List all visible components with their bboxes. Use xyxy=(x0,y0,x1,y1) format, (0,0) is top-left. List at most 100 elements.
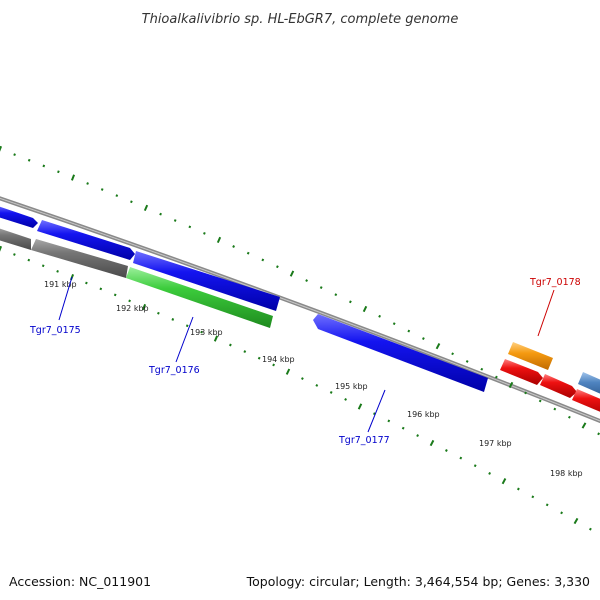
tick-label-192kbp: 192 kbp xyxy=(116,304,149,313)
minor-tick xyxy=(113,293,117,297)
major-tick xyxy=(285,368,291,375)
gene-leader-line xyxy=(58,276,73,321)
feature-track xyxy=(0,205,600,416)
gene-leader-line xyxy=(367,389,386,433)
minor-tick xyxy=(276,265,279,269)
major-tick xyxy=(289,270,295,277)
gene-labels: Tgr7_0175 Tgr7_0176 Tgr7_0177 Tgr7_0178 xyxy=(29,276,581,446)
minor-tick xyxy=(488,471,491,475)
minor-tick xyxy=(257,356,261,360)
major-tick xyxy=(357,403,363,410)
outer-tick-ring xyxy=(0,145,600,436)
gene-leader-line xyxy=(537,289,555,337)
gene-arrow[interactable] xyxy=(500,359,543,385)
minor-tick xyxy=(27,258,31,262)
minor-tick xyxy=(560,511,563,515)
minor-tick xyxy=(171,318,175,321)
minor-tick xyxy=(159,212,162,216)
major-tick xyxy=(581,422,587,429)
minor-tick xyxy=(422,337,425,341)
minor-tick xyxy=(157,311,160,315)
minor-tick xyxy=(407,329,411,333)
minor-tick xyxy=(373,412,376,416)
minor-tick xyxy=(185,324,189,328)
minor-tick xyxy=(128,299,131,303)
accession-label: Accession: NC_011901 xyxy=(9,574,151,589)
minor-tick xyxy=(531,495,535,499)
minor-tick xyxy=(100,188,104,191)
tick-label-196kbp: 196 kbp xyxy=(407,410,440,419)
minor-tick xyxy=(334,293,338,297)
minor-tick xyxy=(301,377,304,380)
major-tick xyxy=(0,145,3,152)
gene-arrow[interactable] xyxy=(37,220,135,260)
minor-tick xyxy=(553,407,557,411)
major-tick xyxy=(141,303,147,311)
minor-tick xyxy=(42,164,46,168)
minor-tick xyxy=(86,182,89,185)
minor-tick xyxy=(305,279,308,282)
tick-label-195kbp: 195 kbp xyxy=(335,382,368,391)
gene-arrow[interactable] xyxy=(126,267,273,328)
minor-tick xyxy=(545,503,549,507)
minor-tick xyxy=(315,384,319,387)
minor-tick xyxy=(451,352,454,356)
position-labels: 191 kbp 192 kbp 193 kbp 194 kbp 195 kbp … xyxy=(44,280,583,478)
minor-tick xyxy=(387,419,391,423)
trna-arrow[interactable] xyxy=(508,342,553,370)
major-tick xyxy=(429,439,435,447)
minor-tick xyxy=(27,158,31,162)
gene-arrow[interactable] xyxy=(0,227,31,250)
gene-arrow[interactable] xyxy=(0,205,38,228)
minor-tick xyxy=(130,200,133,204)
gene-arrow[interactable] xyxy=(133,251,280,311)
minor-tick xyxy=(329,390,333,394)
minor-tick xyxy=(243,350,247,354)
major-tick xyxy=(70,174,76,181)
gene-arrow[interactable] xyxy=(313,314,488,392)
minor-tick xyxy=(459,456,463,460)
minor-tick xyxy=(597,432,600,436)
gene-arrow[interactable] xyxy=(540,374,577,398)
minor-tick xyxy=(99,287,103,291)
minor-tick xyxy=(203,232,206,235)
major-tick xyxy=(573,517,579,525)
minor-tick xyxy=(115,194,119,197)
major-tick xyxy=(501,478,507,485)
gene-arrow[interactable] xyxy=(578,372,600,398)
major-tick xyxy=(508,381,514,389)
minor-tick xyxy=(416,434,419,438)
minor-tick xyxy=(517,487,520,491)
major-tick xyxy=(435,343,441,350)
minor-tick xyxy=(465,360,469,363)
minor-tick xyxy=(495,375,498,379)
gene-label-tgr7-0178[interactable]: Tgr7_0178 xyxy=(529,277,581,288)
minor-tick xyxy=(246,251,250,255)
minor-tick xyxy=(200,330,203,334)
tick-label-193kbp: 193 kbp xyxy=(190,328,223,337)
tick-label-198kbp: 198 kbp xyxy=(550,469,583,478)
gene-arrow[interactable] xyxy=(572,389,600,416)
minor-tick xyxy=(232,245,235,248)
major-tick xyxy=(0,245,3,252)
minor-tick xyxy=(261,258,265,262)
gene-arrow[interactable] xyxy=(31,239,128,278)
map-title: Thioalkalivibrio sp. HL-EbGR7, complete … xyxy=(142,12,459,27)
tick-label-197kbp: 197 kbp xyxy=(479,439,512,448)
minor-tick xyxy=(401,426,405,430)
tick-label-191kbp: 191 kbp xyxy=(44,280,77,289)
minor-tick xyxy=(188,225,192,229)
minor-tick xyxy=(524,391,527,395)
minor-tick xyxy=(41,264,45,268)
gene-leader-line xyxy=(175,316,194,363)
minor-tick xyxy=(538,399,542,403)
minor-tick xyxy=(13,153,16,156)
minor-tick xyxy=(57,170,60,174)
gene-label-tgr7-0175[interactable]: Tgr7_0175 xyxy=(29,325,81,336)
gene-label-tgr7-0176[interactable]: Tgr7_0176 xyxy=(148,365,200,376)
tick-label-194kbp: 194 kbp xyxy=(262,355,295,364)
gene-label-tgr7-0177[interactable]: Tgr7_0177 xyxy=(338,435,390,446)
minor-tick xyxy=(378,314,381,318)
major-tick xyxy=(216,236,222,244)
